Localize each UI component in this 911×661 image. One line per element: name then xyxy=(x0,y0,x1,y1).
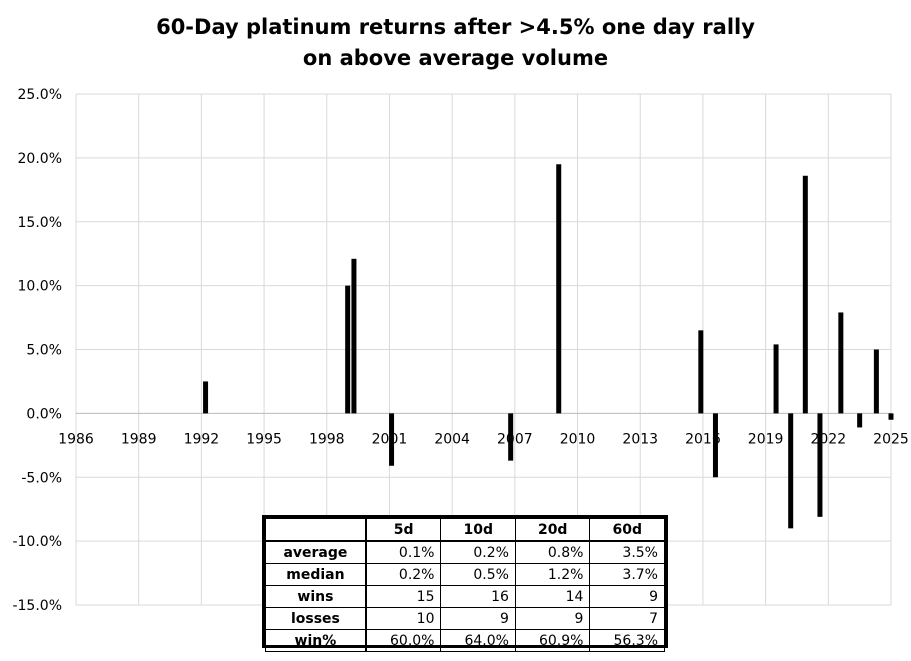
bar xyxy=(857,413,863,428)
bar xyxy=(203,381,209,414)
stats-cell: 0.2% xyxy=(440,540,516,564)
stats-cell: 56.3% xyxy=(589,629,665,652)
bar xyxy=(345,285,351,414)
stats-cell: 0.8% xyxy=(514,540,591,564)
x-tick-label: 2010 xyxy=(560,431,596,447)
x-tick-label: 1995 xyxy=(246,431,282,447)
stats-cell: 0.5% xyxy=(440,563,516,586)
chart-title-line-2: on above average volume xyxy=(302,46,609,70)
bars xyxy=(203,164,894,529)
bar xyxy=(351,258,357,414)
y-tick-label: 5.0% xyxy=(26,343,62,359)
x-tick-label: 2007 xyxy=(497,431,533,447)
bar xyxy=(556,164,562,414)
stats-cell: 1.2% xyxy=(514,563,591,586)
x-tick-label: 2004 xyxy=(434,431,470,447)
stats-row-label: average xyxy=(264,540,367,564)
stats-row-label: win% xyxy=(264,629,367,652)
y-axis-ticks: 25.0% 20.0% 15.0% 10.0% 5.0% 0.0% -5.0% -10.0% -… xyxy=(12,87,62,614)
y-tick-label: 25.0% xyxy=(18,87,62,103)
chart-title: 60-Day platinum returns after >4.5% one … xyxy=(0,12,911,74)
bar xyxy=(773,344,779,414)
y-tick-label: 15.0% xyxy=(18,215,62,231)
stats-corner xyxy=(264,518,367,542)
stats-row-wins: wins 15 16 14 9 xyxy=(264,585,665,608)
stats-row-label: median xyxy=(264,563,367,586)
x-tick-label: 2001 xyxy=(372,431,408,447)
stats-cell: 14 xyxy=(514,585,591,608)
bar xyxy=(838,312,844,414)
stats-cell: 9 xyxy=(589,585,665,608)
bar xyxy=(698,330,704,414)
stats-cell: 60.9% xyxy=(514,629,591,652)
y-tick-label: -5.0% xyxy=(21,470,62,486)
x-tick-label: 2025 xyxy=(873,431,909,447)
stats-cell: 60.0% xyxy=(365,629,442,652)
y-tick-label: 0.0% xyxy=(26,406,62,422)
stats-cell: 9 xyxy=(440,607,516,630)
stats-row-median: median 0.2% 0.5% 1.2% 3.7% xyxy=(264,563,665,586)
stats-row-label: wins xyxy=(264,585,367,608)
stats-cell: 3.7% xyxy=(589,563,665,586)
stats-cell: 7 xyxy=(589,607,665,630)
stats-col-5d: 5d xyxy=(365,518,442,542)
stats-cell: 16 xyxy=(440,585,516,608)
x-tick-label: 2022 xyxy=(810,431,846,447)
stats-col-60d: 60d xyxy=(589,518,665,542)
stats-table: 5d 10d 20d 60d average 0.1% 0.2% 0.8% 3.… xyxy=(262,515,668,652)
x-tick-label: 1986 xyxy=(58,431,94,447)
bar xyxy=(888,413,894,420)
bar xyxy=(817,413,823,517)
stats-col-10d: 10d xyxy=(440,518,516,542)
x-tick-label: 1989 xyxy=(121,431,157,447)
bar xyxy=(802,175,808,414)
bar xyxy=(873,349,879,414)
stats-cell: 15 xyxy=(365,585,442,608)
chart-title-line-1: 60-Day platinum returns after >4.5% one … xyxy=(156,15,755,39)
stats-row-losses: losses 10 9 9 7 xyxy=(264,607,665,630)
x-tick-label: 2019 xyxy=(748,431,784,447)
stats-row-win-pct: win% 60.0% 64.0% 60.9% 56.3% xyxy=(264,629,665,652)
y-tick-label: -15.0% xyxy=(12,598,62,614)
x-tick-label: 2016 xyxy=(685,431,721,447)
stats-cell: 3.5% xyxy=(589,540,665,564)
stats-cell: 0.1% xyxy=(365,540,442,564)
bar xyxy=(712,413,718,478)
y-tick-label: 20.0% xyxy=(18,151,62,167)
x-tick-label: 1998 xyxy=(309,431,345,447)
stats-row-average: average 0.1% 0.2% 0.8% 3.5% xyxy=(264,540,665,564)
y-tick-label: 10.0% xyxy=(18,279,62,295)
stats-cell: 0.2% xyxy=(365,563,442,586)
bar xyxy=(389,413,395,466)
bar xyxy=(508,413,514,461)
stats-cell: 9 xyxy=(514,607,591,630)
x-tick-label: 1992 xyxy=(184,431,220,447)
bar xyxy=(788,413,794,529)
x-tick-label: 2013 xyxy=(622,431,658,447)
stats-cell: 64.0% xyxy=(440,629,516,652)
x-axis-ticks: 1986 1989 1992 1995 1998 2001 2004 2007 2010 2013… xyxy=(58,431,909,447)
stats-row-label: losses xyxy=(264,607,367,630)
stats-col-20d: 20d xyxy=(514,518,591,542)
y-tick-label: -10.0% xyxy=(12,534,62,550)
stats-cell: 10 xyxy=(365,607,442,630)
